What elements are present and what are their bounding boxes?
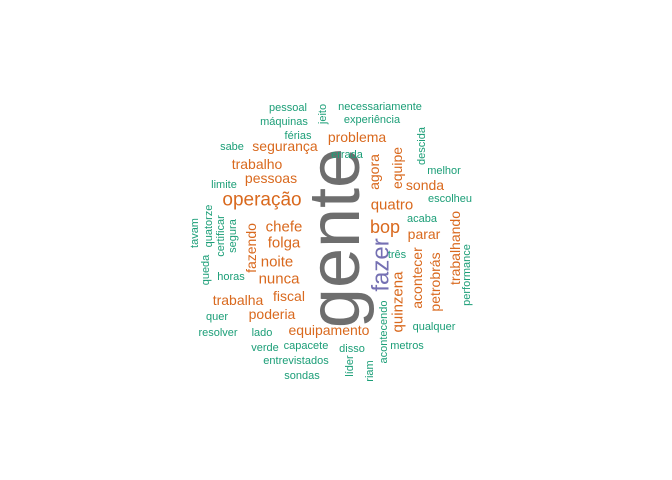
word-12: trabalho — [232, 156, 283, 172]
word-15: parar — [408, 226, 441, 242]
word-2: operação — [222, 190, 301, 211]
word-25: trabalhando — [447, 211, 463, 285]
word-1: fazer — [368, 238, 395, 291]
word-55: disso — [339, 343, 365, 355]
word-41: certificar — [215, 215, 227, 257]
word-10: problema — [328, 129, 387, 145]
word-19: equipamento — [289, 322, 370, 338]
word-38: acaba — [407, 213, 438, 225]
word-50: lado — [252, 327, 273, 339]
word-39: tavam — [189, 218, 201, 248]
word-4: quatro — [371, 197, 414, 214]
word-7: noite — [261, 254, 294, 271]
word-23: acontecer — [409, 247, 425, 309]
word-52: capacete — [284, 340, 329, 352]
word-9: quinzena — [390, 271, 407, 333]
word-18: poderia — [249, 306, 296, 322]
word-28: necessariamente — [338, 101, 422, 113]
word-30: experiência — [344, 114, 401, 126]
word-21: agora — [366, 154, 382, 190]
word-17: trabalha — [213, 292, 264, 308]
word-29: máquinas — [260, 116, 308, 128]
word-34: errada — [331, 149, 364, 161]
word-3: bop — [370, 217, 400, 237]
word-0: gente — [295, 148, 375, 328]
word-56: entrevistados — [263, 355, 329, 367]
word-44: três — [388, 249, 407, 261]
word-51: acontecendo — [378, 301, 390, 364]
word-5: chefe — [266, 219, 303, 236]
word-14: sonda — [406, 177, 444, 193]
word-48: qualquer — [413, 321, 456, 333]
word-57: líder — [344, 355, 356, 377]
word-54: verde — [251, 342, 279, 354]
word-40: quatorze — [203, 205, 215, 248]
word-32: descida — [416, 126, 428, 165]
word-46: horas — [217, 271, 245, 283]
word-59: sondas — [284, 370, 320, 382]
word-47: quer — [206, 311, 228, 323]
word-43: queda — [200, 254, 212, 285]
word-31: férias — [285, 130, 312, 142]
word-8: nunca — [259, 271, 301, 288]
word-36: limite — [211, 179, 237, 191]
word-11: segurança — [252, 138, 318, 154]
word-45: performance — [461, 244, 473, 306]
word-58: riam — [364, 360, 376, 381]
word-6: folga — [268, 235, 301, 252]
word-24: petrobrás — [427, 252, 443, 311]
word-53: metros — [390, 340, 424, 352]
word-37: escolheu — [428, 193, 472, 205]
word-33: sabe — [220, 141, 244, 153]
word-27: jeito — [317, 104, 329, 125]
word-42: segura — [227, 218, 239, 253]
word-13: pessoas — [245, 170, 297, 186]
word-26: pessoal — [269, 102, 307, 114]
word-16: fiscal — [273, 288, 305, 304]
word-35: melhor — [427, 165, 461, 177]
word-20: equipe — [389, 147, 405, 189]
word-49: resolver — [198, 327, 237, 339]
word-22: fazendo — [243, 223, 259, 273]
